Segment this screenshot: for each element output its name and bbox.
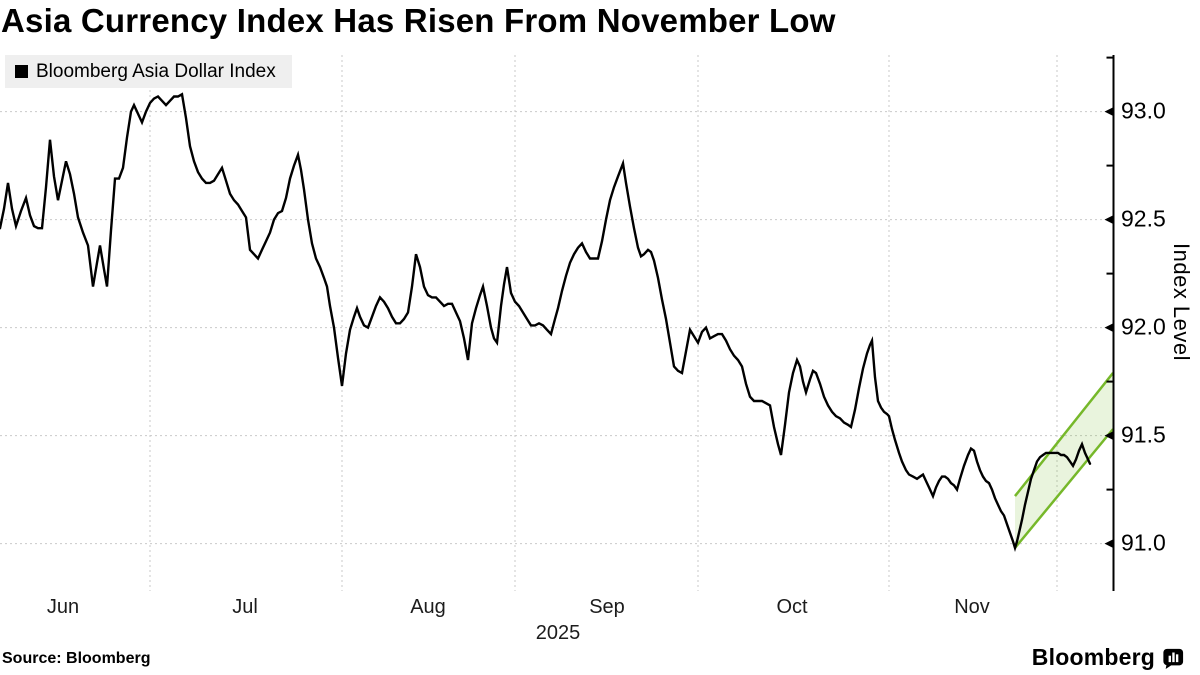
x-axis-year-label: 2025 [535,622,581,644]
x-month-label: Aug [410,596,446,618]
x-month-label: Jul [232,596,258,618]
y-tick-label: 92.5 [1121,205,1166,232]
y-axis-major-tick [1104,323,1114,333]
y-axis-title: Index Level [1169,243,1194,362]
legend-label: Bloomberg Asia Dollar Index [36,60,276,82]
legend-swatch-icon [15,65,28,78]
y-tick-label: 92.0 [1121,313,1166,340]
bloomberg-bug-icon [1163,648,1184,669]
source-note: Source: Bloomberg [2,650,151,667]
trend-channel-fill [1015,372,1113,548]
y-tick-label: 91.5 [1121,421,1166,448]
x-month-label: Oct [776,596,808,618]
x-month-label: Jun [46,596,80,618]
y-tick-label: 91.0 [1121,529,1166,556]
index-line-series [0,92,1092,552]
x-month-label: Nov [954,596,990,618]
trend-channel-lower-line [1014,428,1114,549]
legend: Bloomberg Asia Dollar Index [5,55,292,88]
bloomberg-logo: Bloomberg [1032,644,1184,671]
bloomberg-wordmark: Bloomberg [1031,644,1155,670]
y-axis-major-tick [1104,215,1114,225]
y-axis-major-tick [1104,431,1114,441]
chart-title: Asia Currency Index Has Risen From Novem… [1,2,836,39]
x-month-label: Sep [589,596,625,618]
y-axis-major-tick [1104,107,1114,117]
y-axis-major-tick [1104,539,1114,549]
y-tick-label: 93.0 [1121,97,1166,124]
